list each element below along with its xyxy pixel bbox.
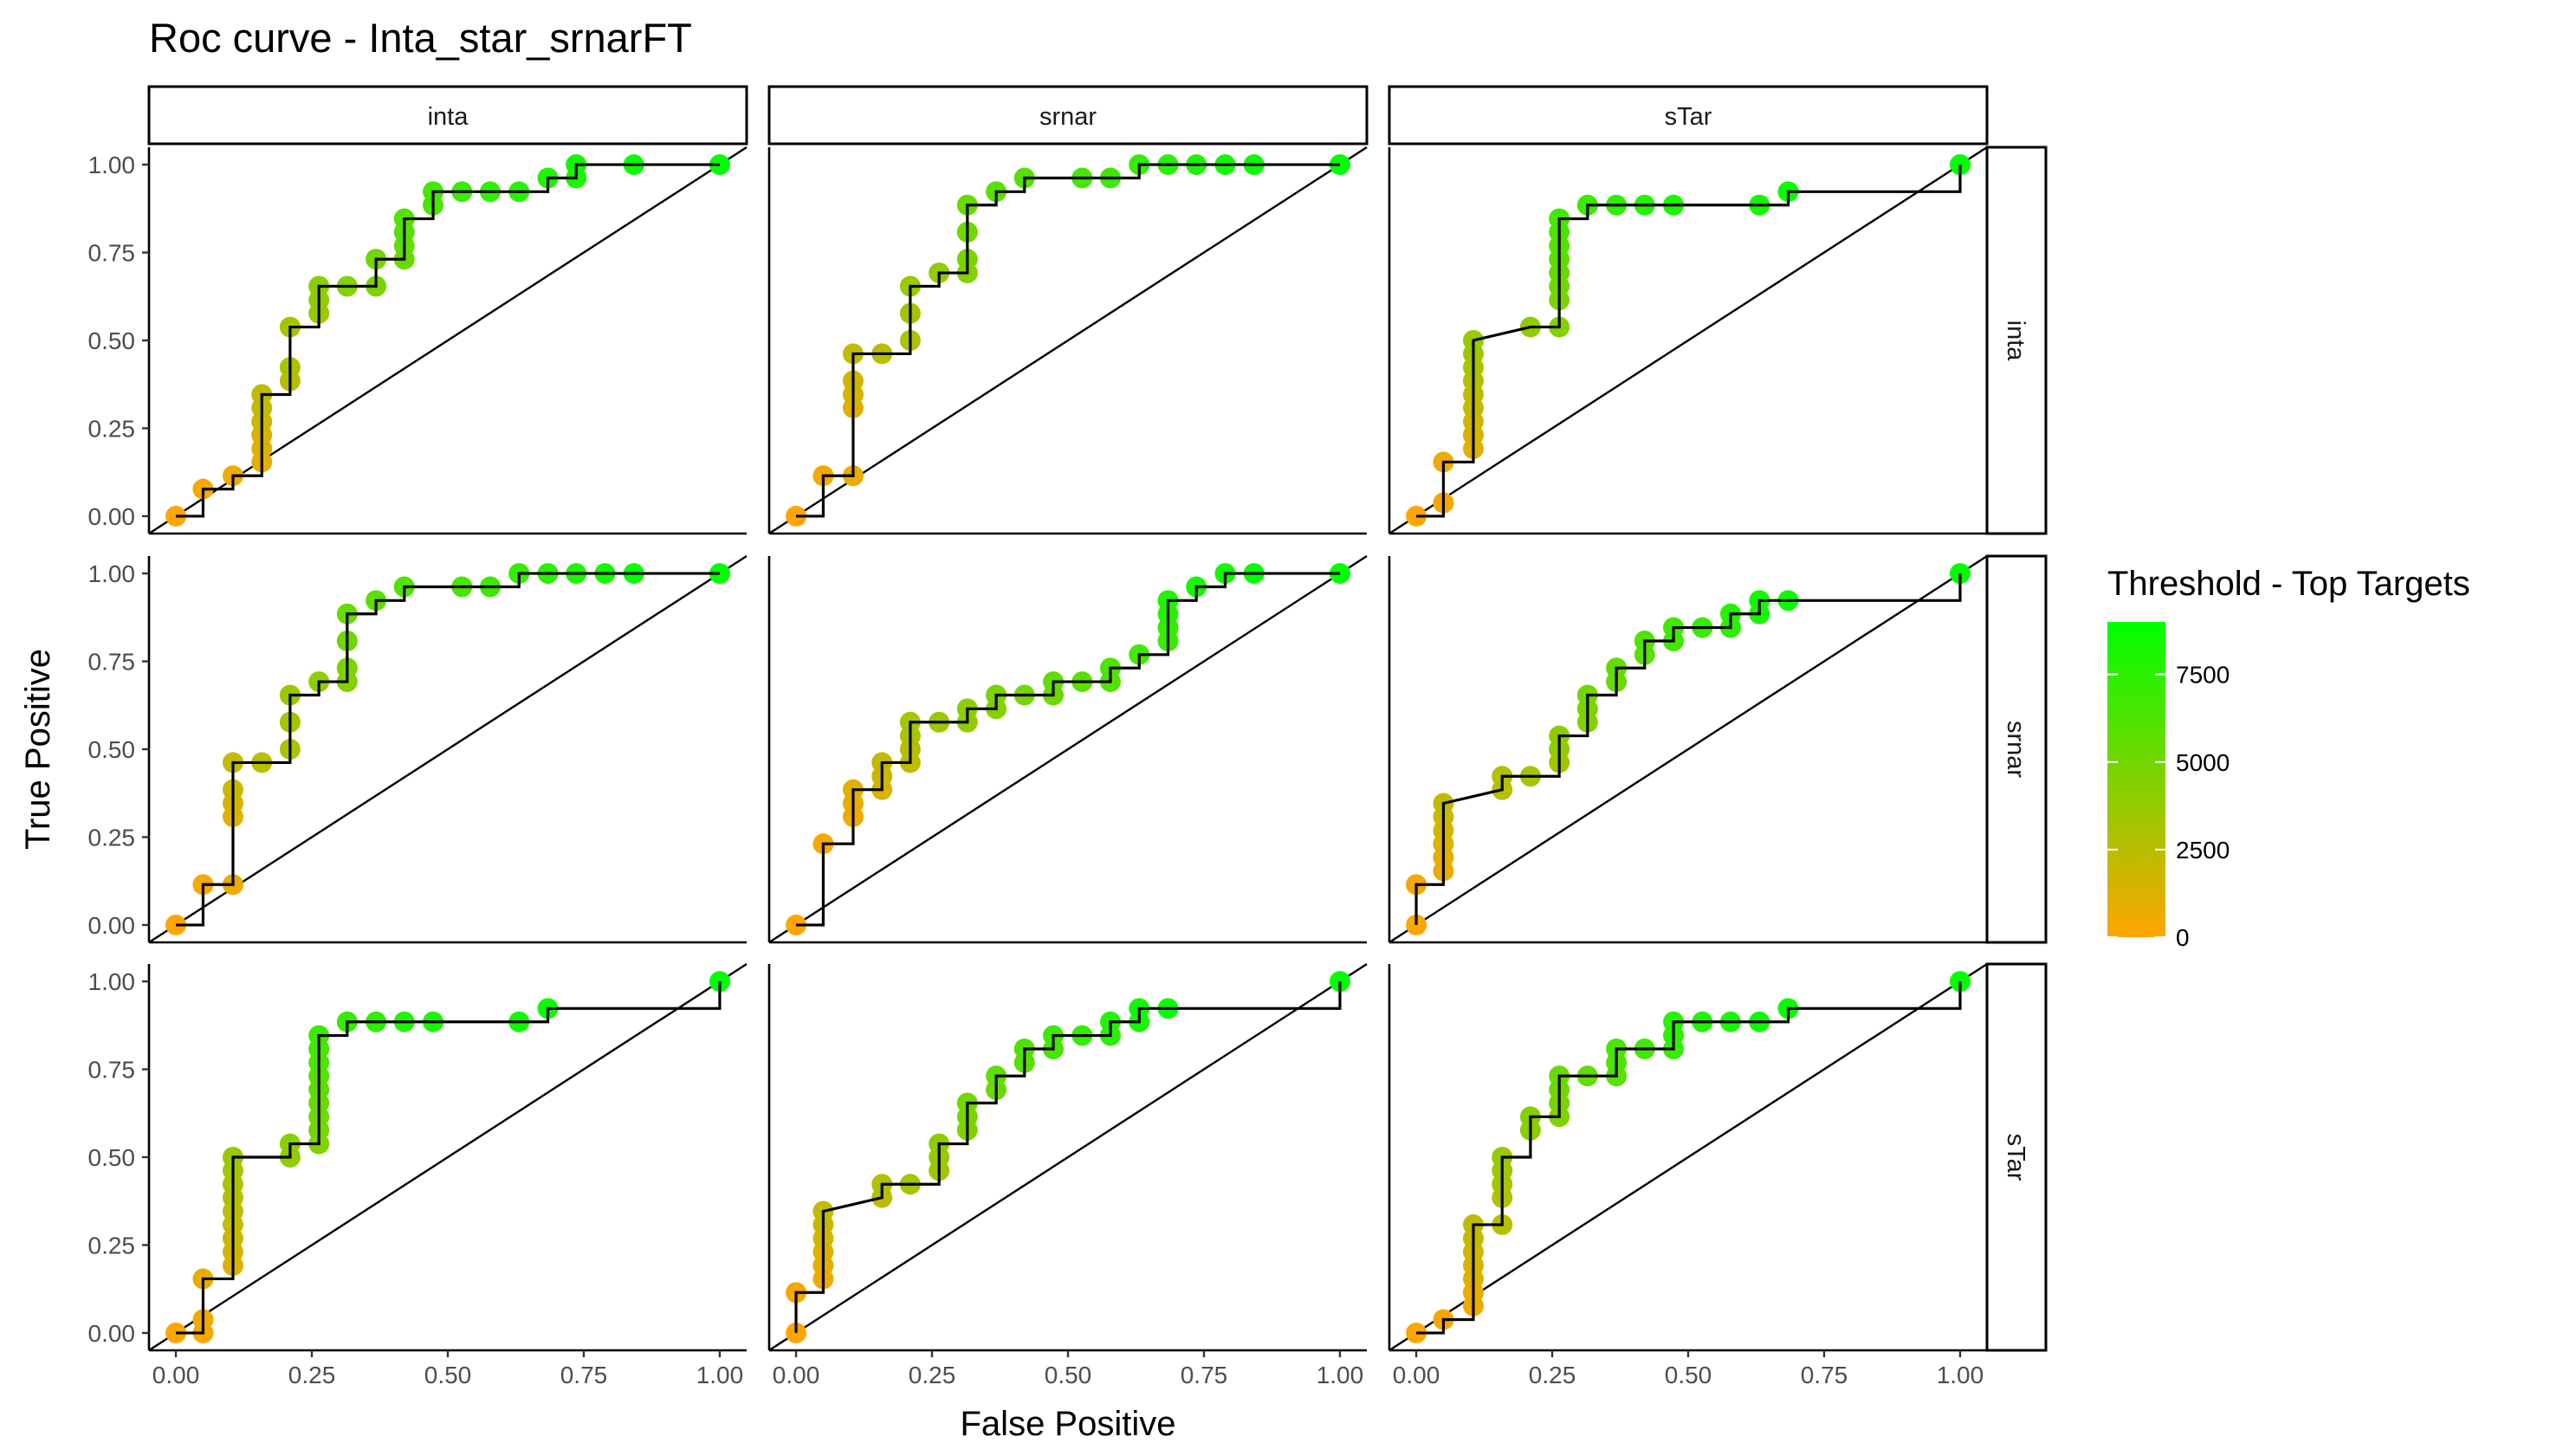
- diagonal-line: [148, 962, 748, 1352]
- y-tick-label: 1.00: [88, 968, 136, 995]
- y-tick-label: 0.50: [88, 736, 136, 763]
- row-strip-srnar: [1985, 554, 2048, 944]
- diagonal-line: [768, 554, 1368, 944]
- x-tick-label: 0.50: [1045, 1362, 1092, 1388]
- x-tick-label: 0.25: [1529, 1362, 1576, 1388]
- roc-curve-line: [1416, 981, 1962, 1335]
- panel-inta-sTar: [1388, 146, 1988, 535]
- roc-curve-line: [1416, 165, 1962, 518]
- y-tick-label: 0.00: [88, 1320, 136, 1347]
- roc-curve-line: [176, 163, 720, 518]
- roc-curve-line: [176, 981, 722, 1335]
- y-tick-label: 0.00: [88, 503, 136, 530]
- col-strip-inta: [147, 85, 748, 146]
- diagonal-line: [768, 962, 1368, 1352]
- x-tick-label: 0.50: [1665, 1362, 1712, 1388]
- col-strip-label-sTar: sTar: [1665, 103, 1712, 131]
- legend-tick-label: 2500: [2176, 837, 2230, 864]
- x-tick-label: 0.75: [1801, 1362, 1848, 1388]
- col-strip-label-inta: inta: [428, 103, 469, 131]
- y-tick-label: 0.50: [88, 327, 136, 354]
- row-strip-label-inta: inta: [2002, 320, 2029, 362]
- legend-title: Threshold - Top Targets: [2107, 565, 2470, 603]
- legend-ticks: 0 2500 5000 7500: [2107, 662, 2230, 951]
- x-tick-label: 0.75: [560, 1362, 608, 1388]
- y-tick-label: 0.75: [88, 1057, 136, 1084]
- x-tick-label: 1.00: [1317, 1362, 1364, 1388]
- panel-inta-srnar: [767, 146, 1368, 535]
- x-tick-label: 0.50: [424, 1362, 472, 1388]
- x-axis-label: False Positive: [961, 1405, 1176, 1443]
- panel-inta-inta: [147, 146, 748, 535]
- roc-curve-line: [1414, 573, 1962, 925]
- diagonal-line: [148, 554, 748, 944]
- y-tick-label: 1.00: [88, 152, 136, 178]
- col-strip-sTar: [1388, 85, 1989, 146]
- x-tick-label: 1.00: [1937, 1362, 1984, 1388]
- x-tick-label: 0.75: [1181, 1362, 1228, 1388]
- legend-tick-label: 5000: [2176, 749, 2230, 776]
- panel-srnar-srnar: [767, 554, 1368, 944]
- y-tick-label: 0.00: [88, 912, 136, 939]
- panel-sTar-sTar: [1388, 962, 1988, 1352]
- legend-colorbar: [2107, 622, 2165, 937]
- diagonal-line: [1388, 146, 1988, 535]
- x-tick-label: 0.00: [152, 1362, 200, 1388]
- row-strip-label-sTar: sTar: [2002, 1134, 2029, 1181]
- row-strip-sTar: [1985, 962, 2048, 1352]
- y-tick-label: 0.75: [88, 649, 136, 676]
- panel-srnar-inta: [147, 554, 748, 944]
- diagonal-line: [1388, 554, 1988, 944]
- diagonal-line: [148, 146, 748, 535]
- x-tick-label: 0.00: [773, 1362, 820, 1388]
- y-tick-label: 1.00: [88, 560, 136, 587]
- legend: Threshold - Top Targets 0 2500 5000 7500: [2107, 565, 2470, 951]
- chart-title: Roc curve - Inta_star_srnarFT: [149, 15, 692, 61]
- diagonal-line: [768, 146, 1368, 535]
- roc-curve-line: [176, 572, 720, 927]
- panel-sTar-inta: [147, 962, 748, 1352]
- roc-curve-line: [796, 572, 1340, 927]
- legend-tick-label: 7500: [2176, 662, 2230, 689]
- y-tick-label: 0.25: [88, 824, 136, 851]
- y-tick-label: 0.25: [88, 1232, 136, 1259]
- row-strip-label-srnar: srnar: [2002, 721, 2029, 778]
- roc-curve-line: [796, 163, 1340, 518]
- y-tick-label: 0.75: [88, 240, 136, 267]
- y-axis-label: True Positive: [19, 649, 57, 850]
- x-tick-label: 0.00: [1393, 1362, 1440, 1388]
- facet-strips: inta srnar sTar inta srnar sTar: [147, 85, 2048, 1352]
- x-tick-label: 0.25: [288, 1362, 336, 1388]
- x-tick-label: 0.25: [909, 1362, 956, 1388]
- axes: 0.00 0.25 0.50 0.75 1.00 0.00 0.25 0.50 0.75 1.00…: [88, 152, 1984, 1388]
- diagonal-line: [1388, 962, 1988, 1352]
- y-tick-label: 0.25: [88, 415, 136, 442]
- legend-tick-label: 0: [2176, 924, 2190, 951]
- panel-sTar-srnar: [767, 962, 1368, 1352]
- facet-grid: [147, 146, 1988, 1352]
- y-tick-label: 0.50: [88, 1144, 136, 1171]
- col-strip-label-srnar: srnar: [1039, 103, 1097, 131]
- roc-curve-line: [794, 981, 1342, 1333]
- panel-srnar-sTar: [1388, 554, 1988, 944]
- x-tick-label: 1.00: [696, 1362, 744, 1388]
- row-strip-inta: [1985, 146, 2048, 535]
- col-strip-srnar: [767, 85, 1369, 146]
